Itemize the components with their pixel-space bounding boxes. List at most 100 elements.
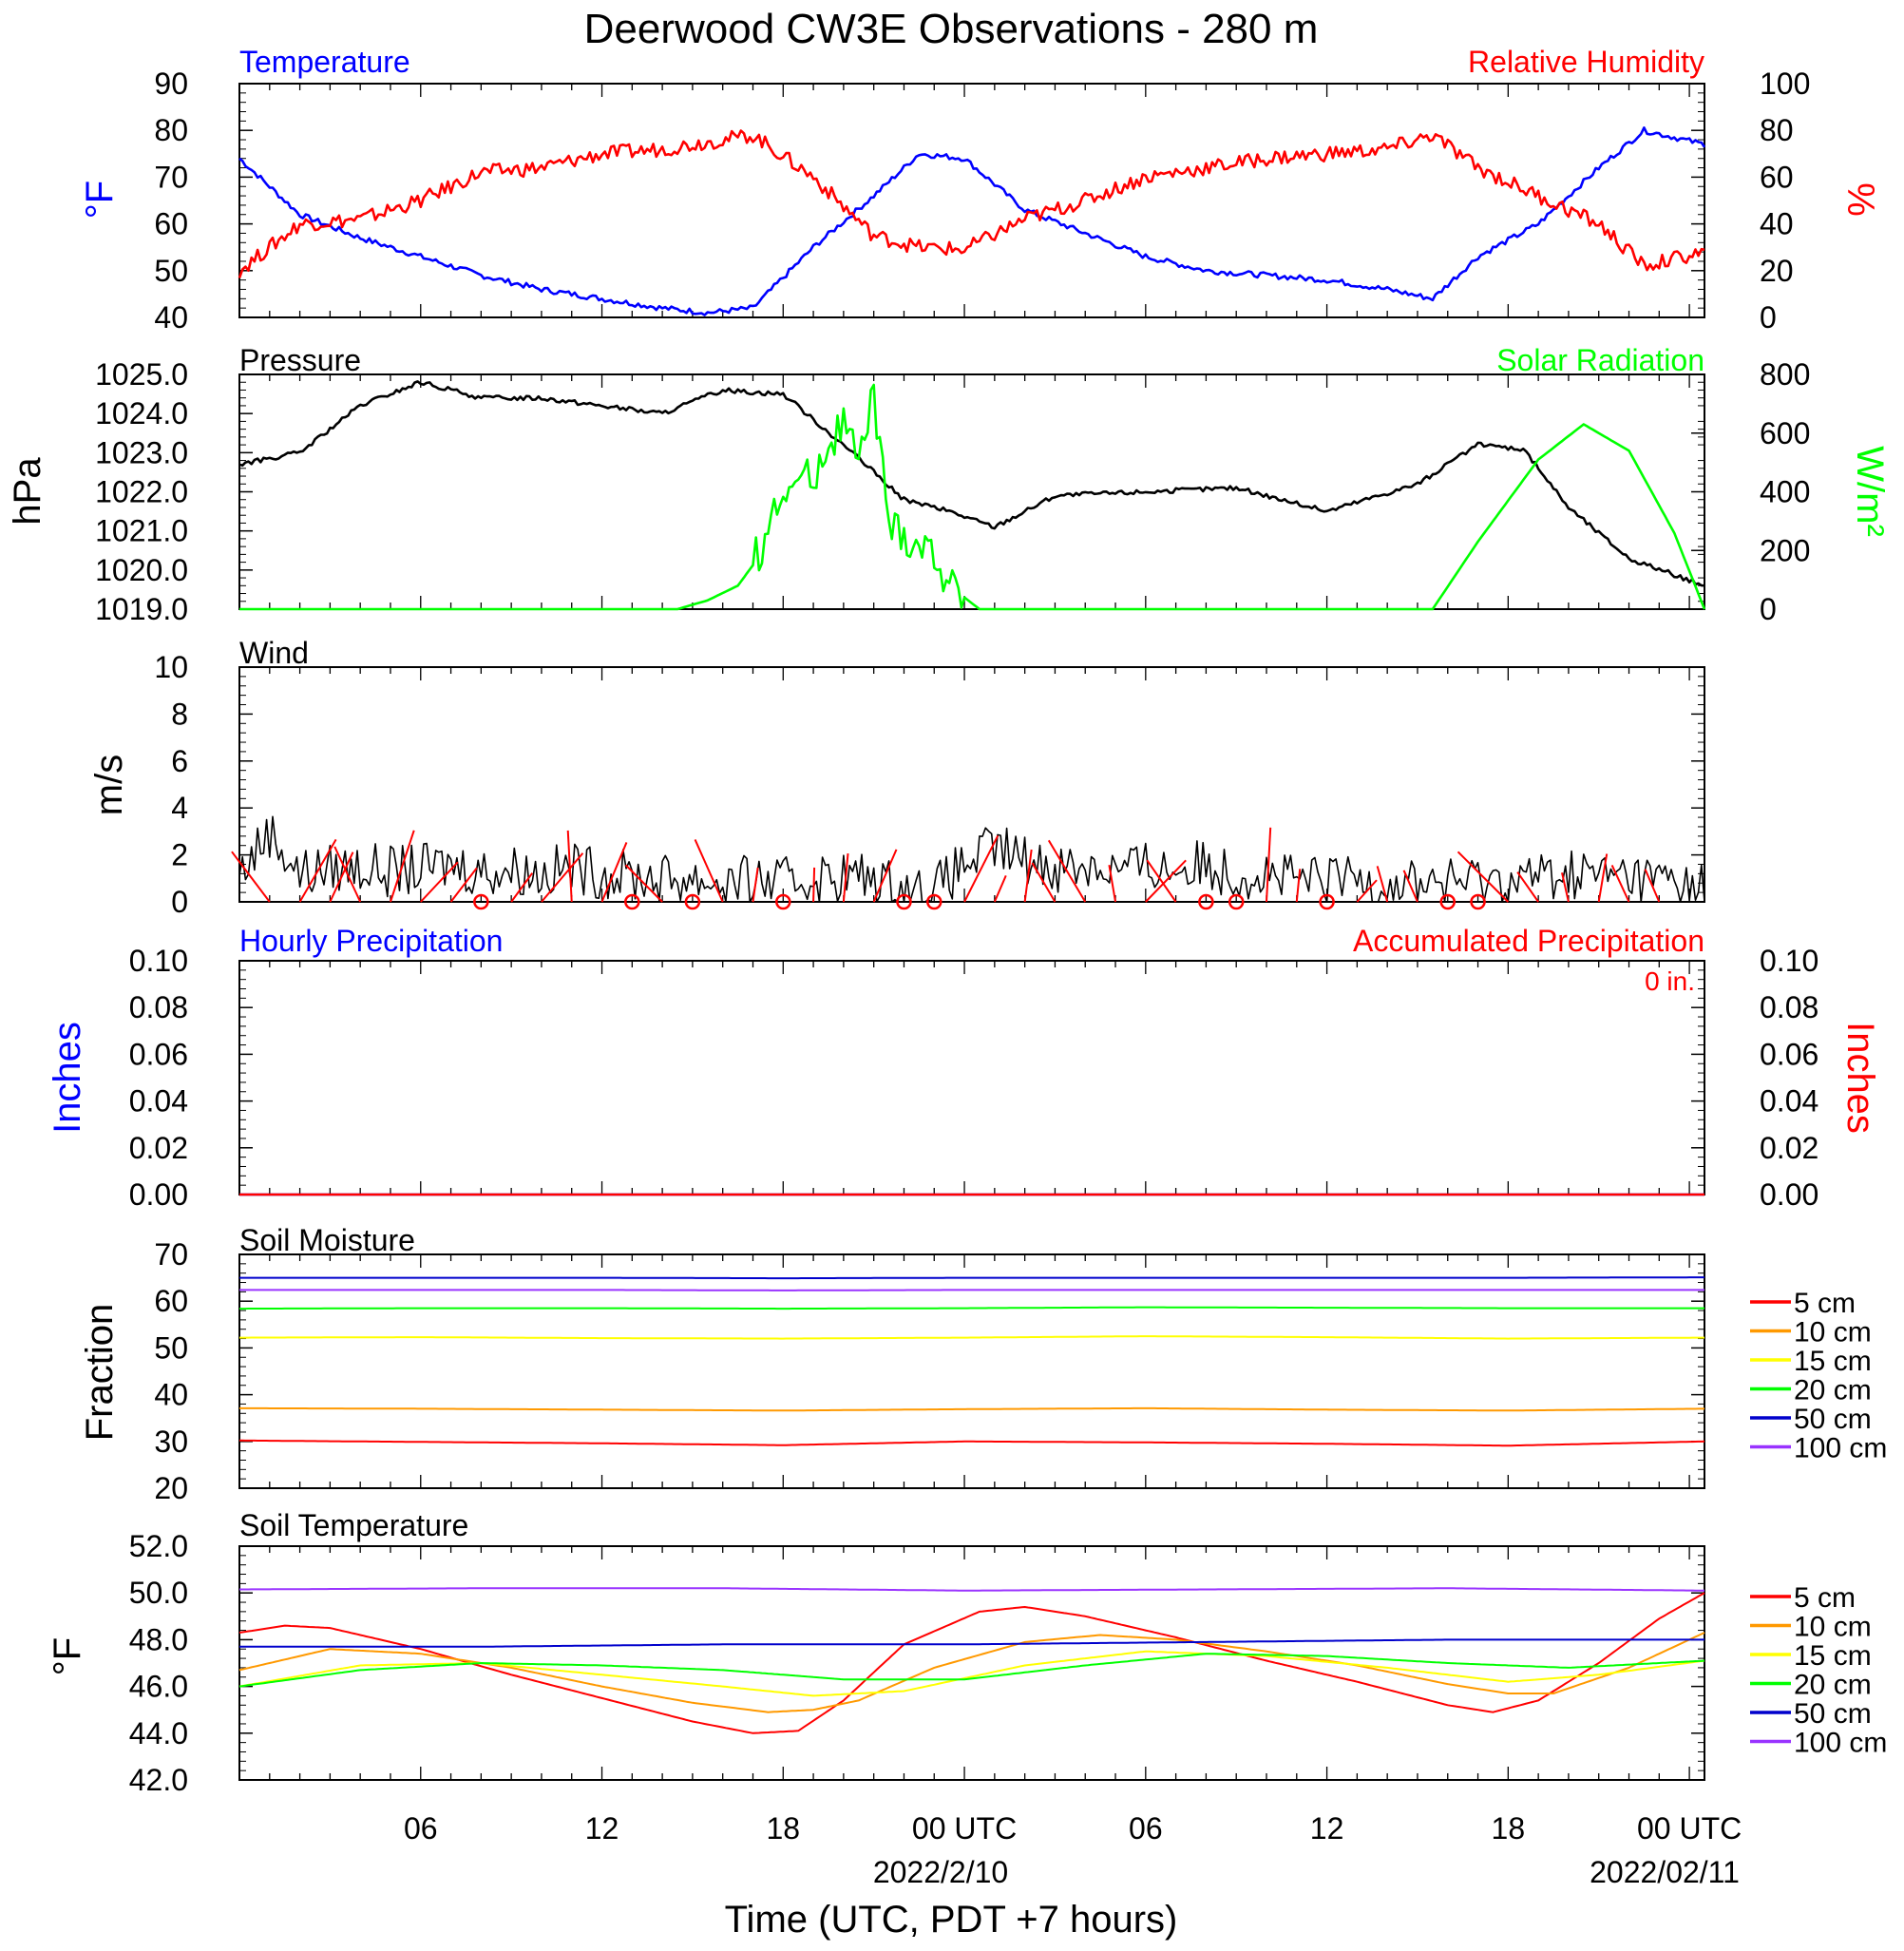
y-tick-label: 1021.0 — [95, 514, 188, 548]
5-cm-line — [238, 1592, 1705, 1734]
x-tick-label: 06 — [404, 1811, 438, 1846]
wind-barb — [1457, 851, 1510, 903]
wind-barb — [1108, 865, 1117, 903]
y-tick-label: 1025.0 — [95, 357, 188, 392]
wind-barb — [1610, 865, 1630, 903]
x-tick-label: 18 — [766, 1811, 800, 1846]
wind-barb — [566, 830, 573, 903]
wind-barb — [963, 834, 1000, 903]
y-tick-label: 48.0 — [129, 1622, 188, 1656]
x-tick-label: 06 — [1129, 1811, 1163, 1846]
calm-wind-marker — [926, 893, 942, 910]
wind-barb — [449, 867, 478, 903]
y-tick-label: 0.02 — [129, 1131, 188, 1165]
wind-barb — [752, 867, 759, 903]
wind-barb — [1597, 853, 1609, 903]
y-tick-label-right: 0.04 — [1760, 1084, 1818, 1119]
wind-barb — [1265, 827, 1272, 903]
date-label-1: 2022/2/10 — [873, 1855, 1008, 1889]
temperature-ylabel: °F — [79, 181, 121, 219]
y-tick-label: 20 — [154, 1471, 188, 1505]
legend-label: 10 cm — [1794, 1317, 1872, 1348]
wind-barb — [1561, 872, 1570, 903]
y-tick-label: 50.0 — [129, 1576, 188, 1610]
temperature-title: Temperature — [239, 45, 410, 79]
20-cm-line — [239, 1306, 1704, 1310]
50-cm-line — [239, 1638, 1704, 1648]
accum-precip-ylabel: Inches — [1839, 1022, 1881, 1134]
y-tick-label: 70 — [154, 1237, 188, 1272]
calm-wind-marker — [1439, 893, 1457, 910]
wind-barb — [329, 851, 354, 903]
temperature-humidity-panel: Temperature Relative Humidity °F % 90 80 7… — [79, 45, 1881, 335]
plot-frame — [238, 666, 1705, 903]
5-cm-line — [239, 1439, 1705, 1447]
wind-barb — [231, 851, 271, 903]
figure-title: Deerwood CW3E Observations - 280 m — [584, 6, 1319, 52]
y-tick-label-right: 200 — [1760, 533, 1810, 567]
legend-label: 100 cm — [1794, 1728, 1887, 1759]
time-axis-labels: 06 12 18 00 UTC 06 12 18 00 UTC — [404, 1811, 1742, 1846]
y-tick-label: 40 — [154, 300, 188, 335]
precipitation-panel: Hourly Precipitation Accumulated Precipi… — [47, 924, 1881, 1212]
100-cm-line — [239, 1587, 1704, 1592]
legend-label: 5 cm — [1794, 1582, 1856, 1614]
wind-barb — [510, 872, 534, 903]
wind-barb — [694, 839, 724, 903]
legend-label: 15 cm — [1794, 1346, 1872, 1377]
x-tick-label: 12 — [1310, 1811, 1344, 1846]
soil-temperature-ylabel: °F — [47, 1637, 88, 1675]
y-tick-label: 60 — [154, 1284, 188, 1318]
wind-barb — [1644, 869, 1661, 903]
y-tick-label-right: 40 — [1760, 207, 1794, 241]
legend-label: 50 cm — [1794, 1404, 1872, 1435]
x-tick-label: 12 — [585, 1811, 619, 1846]
calm-wind-marker — [684, 893, 701, 910]
legend-label: 50 cm — [1794, 1698, 1872, 1730]
calm-wind-marker — [1198, 893, 1214, 910]
wind-title: Wind — [239, 636, 309, 670]
wind-barb — [420, 861, 459, 903]
accum-precip-value: 0 in. — [1645, 966, 1695, 996]
y-tick-label-right: 600 — [1760, 416, 1810, 450]
solar-radiation-line — [239, 383, 1706, 611]
y-tick-label-right: 0.06 — [1760, 1037, 1818, 1071]
soil-temperature-title: Soil Temperature — [239, 1508, 468, 1542]
wind-barb — [1402, 870, 1418, 903]
hourly-precip-ylabel: Inches — [47, 1022, 88, 1134]
y-tick-label-right: 0.08 — [1760, 990, 1818, 1024]
15-cm-line — [239, 1335, 1704, 1340]
x-tick-label: 00 UTC — [912, 1811, 1017, 1846]
legend-label: 10 cm — [1794, 1612, 1872, 1643]
20-cm-line — [238, 1653, 1705, 1688]
calm-wind-marker — [1319, 893, 1335, 910]
soil-moisture-title: Soil Moisture — [239, 1223, 415, 1257]
pressure-line — [238, 380, 1705, 587]
y-tick-label: 70 — [154, 160, 188, 194]
pressure-ylabel: hPa — [7, 457, 48, 526]
y-tick-label-right: 400 — [1760, 475, 1810, 509]
y-tick-label-right: 0.02 — [1760, 1131, 1818, 1165]
accum-precip-title: Accumulated Precipitation — [1353, 924, 1704, 958]
y-tick-label: 40 — [154, 1378, 188, 1412]
wind-ylabel: m/s — [88, 755, 130, 815]
plot-frame — [238, 373, 1705, 610]
y-tick-label-right: 0.10 — [1760, 944, 1818, 978]
wind-panel: Wind m/s 10 8 6 4 2 0 — [88, 636, 1705, 919]
legend-label: 15 cm — [1794, 1640, 1872, 1672]
legend-label: 5 cm — [1794, 1288, 1856, 1319]
y-tick-label-right: 100 — [1760, 67, 1810, 101]
y-tick-label: 4 — [171, 791, 188, 825]
wind-barb — [872, 849, 898, 903]
wind-barb — [1376, 866, 1389, 903]
y-tick-label: 0.06 — [129, 1037, 188, 1071]
humidity-title: Relative Humidity — [1468, 45, 1704, 79]
x-tick-label: 18 — [1492, 1811, 1526, 1846]
y-tick-label: 30 — [154, 1425, 188, 1459]
calm-wind-marker — [624, 893, 640, 910]
wind-barb — [842, 852, 849, 903]
y-tick-label: 90 — [154, 67, 188, 101]
y-tick-label: 52.0 — [129, 1529, 188, 1563]
